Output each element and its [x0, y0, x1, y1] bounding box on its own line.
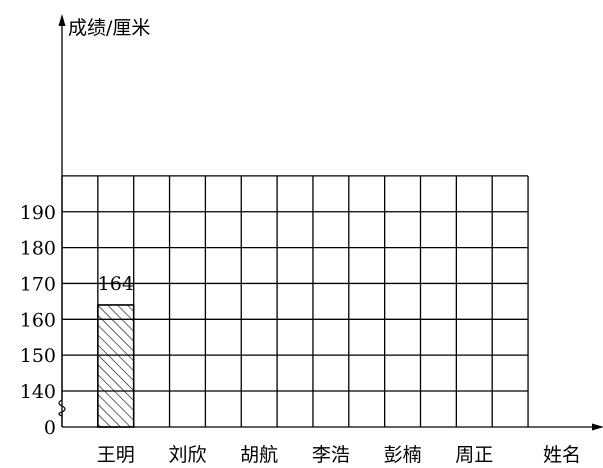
bar — [97, 304, 135, 428]
y-tick-label: 170 — [20, 273, 56, 295]
y-tick-label: 160 — [20, 309, 56, 331]
category-label: 李浩 — [312, 444, 350, 466]
axis-break-mark — [58, 399, 66, 417]
y-tick-labels: 190 180 170 160 150 140 0 — [20, 202, 56, 439]
x-category-labels: 王明 刘欣 胡航 李浩 彭楠 周正 — [97, 444, 494, 466]
y-tick-label: 190 — [20, 202, 56, 224]
y-tick-label: 150 — [20, 345, 56, 367]
category-label: 刘欣 — [168, 444, 206, 466]
y-axis-label: 成绩/厘米 — [68, 17, 150, 39]
y-axis-arrow — [58, 14, 66, 26]
category-label: 王明 — [97, 444, 135, 466]
category-label: 周正 — [455, 444, 493, 466]
grid — [61, 175, 529, 427]
y-tick-label: 140 — [20, 381, 56, 403]
x-axis-label: 姓名 — [543, 444, 581, 466]
category-label: 胡航 — [240, 444, 278, 466]
bars — [97, 304, 135, 428]
category-label: 彭楠 — [384, 444, 422, 466]
y-tick-label: 0 — [44, 417, 56, 439]
axes — [58, 14, 603, 431]
data-label: 164 — [98, 273, 134, 295]
data-labels: 164 — [98, 273, 134, 295]
x-axis-arrow — [592, 423, 603, 431]
y-tick-label: 180 — [20, 238, 56, 260]
